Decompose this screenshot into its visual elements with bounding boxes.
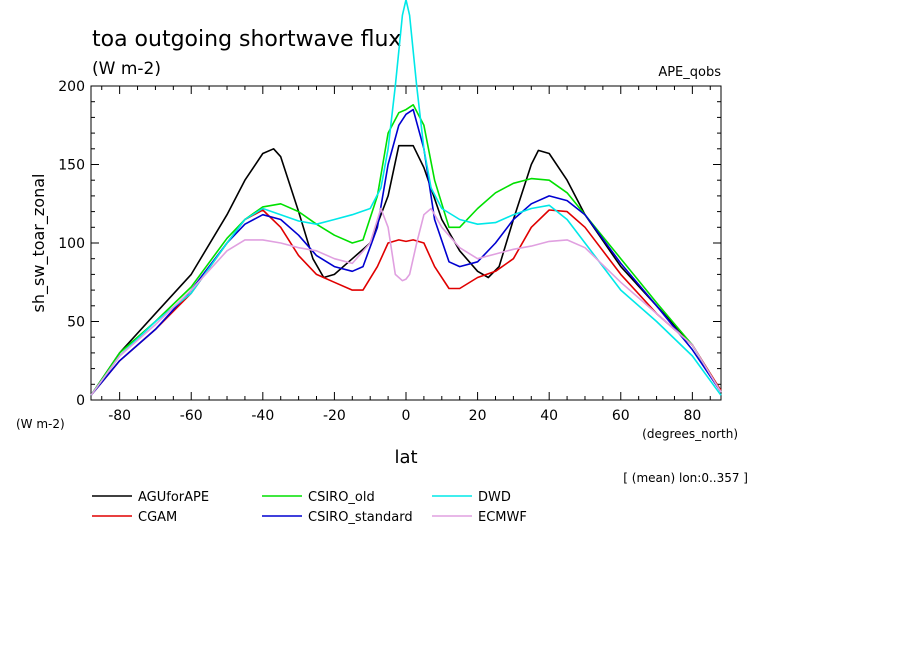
axes: -80 -60 -40 -20 0 20 40 60 80 0 50 100 150 200 [58, 79, 722, 424]
legend-entry: CGAM [138, 510, 177, 525]
y-units-label: (W m-2) [16, 417, 65, 431]
x-tick-label: -60 [180, 408, 203, 424]
x-units-label: (degrees_north) [642, 427, 738, 441]
plot-frame [90, 85, 722, 401]
x-tick-label: 20 [469, 408, 487, 424]
y-tick-label: 50 [67, 315, 85, 331]
y-tick-label: 200 [58, 79, 85, 95]
series-line-aguforape [90, 144, 722, 396]
chart-title: toa outgoing shortwave flux [92, 27, 401, 52]
y-axis-label: sh_sw_toar_zonal [29, 174, 49, 313]
x-tick-label: -40 [251, 408, 274, 424]
y-tick-label: 150 [58, 158, 85, 174]
series-line-csiro-old [90, 104, 722, 396]
mean-note: [ (mean) lon:0..357 ] [623, 471, 748, 485]
x-axis-label: lat [394, 447, 417, 468]
series-line-csiro-standard [90, 108, 722, 396]
y-tick-label: 100 [58, 236, 85, 252]
legend-entry: AGUforAPE [138, 490, 209, 505]
x-tick-label: 80 [683, 408, 701, 424]
x-tick-label: -20 [323, 408, 346, 424]
x-tick-label: 60 [612, 408, 630, 424]
x-tick-label: 0 [402, 408, 411, 424]
x-tick-label: -80 [108, 408, 131, 424]
legend: AGUforAPE CSIRO_old DWD CGAM CSIRO_standard E… [92, 490, 527, 525]
series-line-dwd [90, 0, 722, 396]
legend-entry: ECMWF [478, 510, 527, 525]
series-lines [90, 0, 722, 396]
x-tick-label: 40 [540, 408, 558, 424]
series-line-cgam [90, 209, 722, 396]
legend-entry: CSIRO_standard [308, 510, 413, 525]
dataset-label: APE_qobs [658, 65, 721, 80]
y-tick-label: 0 [76, 393, 85, 409]
legend-entry: CSIRO_old [308, 490, 375, 505]
chart-subtitle: (W m-2) [92, 59, 161, 79]
legend-entry: DWD [478, 490, 511, 505]
series-line-ecmwf [90, 207, 722, 396]
